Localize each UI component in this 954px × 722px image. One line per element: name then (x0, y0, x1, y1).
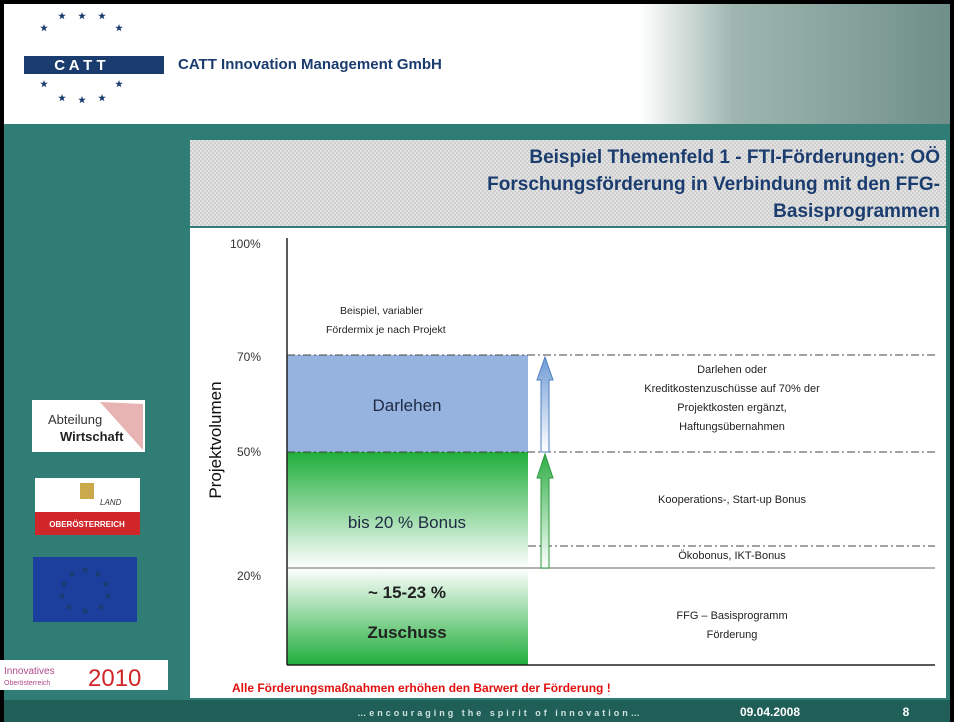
description: Darlehen oder (697, 364, 767, 376)
logo-text: OBERÖSTERREICH (49, 520, 125, 529)
tagline: …encouraging the spirit of innovation… (357, 708, 643, 718)
box-label: Darlehen (373, 396, 442, 415)
description: Projektkosten ergänzt, (677, 402, 786, 414)
logo-innovatives: Innovatives Oberösterreich 2010 (0, 660, 168, 692)
company-name: CATT Innovation Management GmbH (178, 56, 442, 73)
description: FFG – Basisprogramm (676, 610, 787, 622)
box-label: ~ 15-23 % (368, 583, 446, 602)
description: Ökobonus, IKT-Bonus (678, 550, 786, 562)
logo-abteilung: Abteilung Wirtschaft (32, 400, 145, 452)
title-line: Beispiel Themenfeld 1 - FTI-Förderungen:… (529, 147, 940, 168)
date: 09.04.2008 (740, 705, 800, 719)
page-number: 8 (903, 705, 910, 719)
axis-label: 20% (237, 569, 261, 583)
logo-text: Oberösterreich (4, 680, 50, 687)
description: Haftungsübernahmen (679, 421, 785, 433)
logo-text: Wirtschaft (60, 429, 124, 444)
title-line: Forschungsförderung in Verbindung mit de… (487, 174, 940, 195)
page: C A T T CATT Innovation Management GmbH … (0, 0, 954, 722)
box-label: Zuschuss (367, 623, 446, 642)
logo-land: LAND OBERÖSTERREICH (35, 478, 140, 535)
axis-label: 50% (237, 445, 261, 459)
note-line: Fördermix je nach Projekt (326, 324, 446, 336)
axis-label: 100% (230, 237, 261, 251)
box-label: bis 20 % Bonus (348, 513, 466, 532)
logo-text: 2010 (88, 665, 141, 692)
logo-text: LAND (100, 498, 122, 507)
bonus-box (287, 452, 528, 568)
description: Kooperations-, Start-up Bonus (658, 494, 806, 506)
logo-text: Innovatives (4, 666, 55, 677)
logo-text: Abteilung (48, 412, 102, 427)
description: Kreditkostenzuschüsse auf 70% der (644, 383, 820, 395)
description: Förderung (707, 629, 758, 641)
note-line: Beispiel, variabler (340, 305, 423, 317)
footer-note: Alle Förderungsmaßnahmen erhöhen den Bar… (232, 681, 611, 695)
axis-label: 70% (237, 350, 261, 364)
header-image (640, 4, 950, 124)
axis-title: Projektvolumen (206, 381, 225, 498)
title-line: Basisprogrammen (773, 201, 940, 222)
slide: C A T T CATT Innovation Management GmbH … (0, 0, 954, 722)
logo-eu (33, 557, 137, 622)
logo-text: C A T T (54, 57, 105, 74)
